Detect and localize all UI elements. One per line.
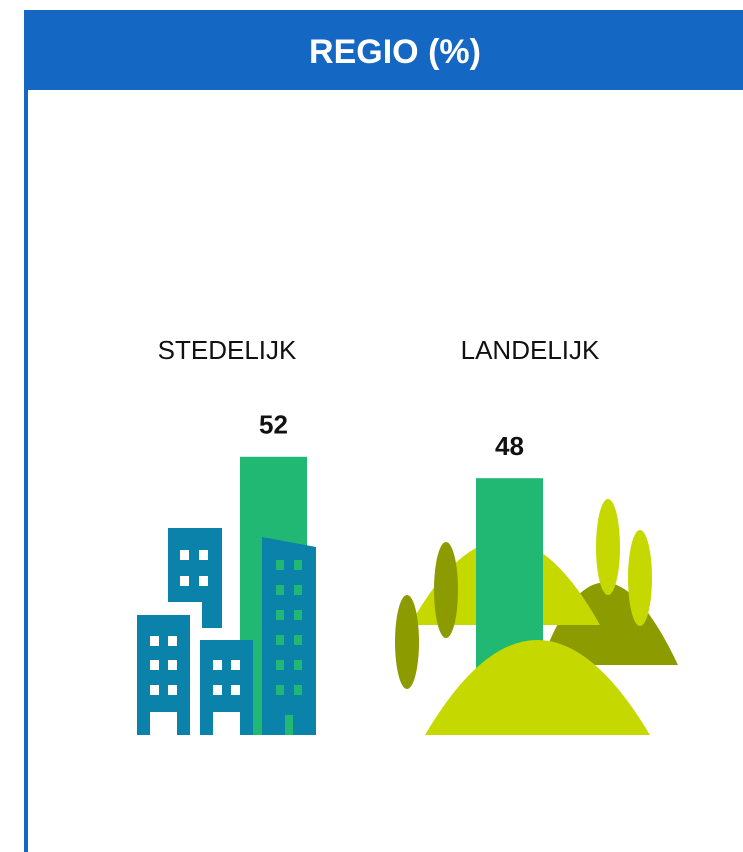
tree <box>395 595 419 689</box>
tree <box>434 542 458 638</box>
windows <box>276 560 302 735</box>
building <box>168 528 222 628</box>
value-label: 48 <box>495 431 524 461</box>
value-label: 52 <box>259 410 288 440</box>
windows <box>150 550 240 735</box>
building <box>262 537 316 735</box>
left-border <box>24 10 28 852</box>
hill-front <box>425 640 650 735</box>
category-label: LANDELIJK <box>461 335 600 365</box>
category-label: STEDELIJK <box>158 335 297 365</box>
header-band <box>24 10 743 90</box>
foreground-art <box>137 528 650 735</box>
tree <box>628 530 652 626</box>
tree <box>596 499 620 595</box>
chart-title: REGIO (%) <box>309 33 481 71</box>
